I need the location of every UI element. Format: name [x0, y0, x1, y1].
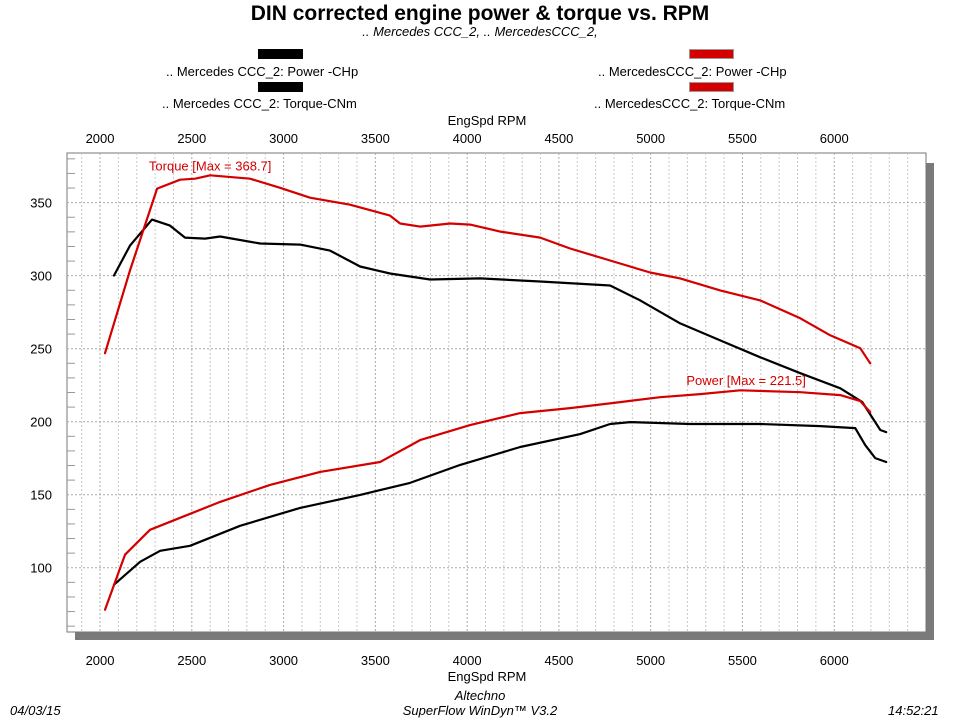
footer-time: 14:52:21 [888, 703, 939, 718]
legend-swatch-black-torque [258, 82, 303, 92]
y-tick-label: 350 [30, 196, 52, 211]
y-tick-label: 250 [30, 342, 52, 357]
y-tick-label: 100 [30, 561, 52, 576]
x-tick-label-bottom: 6000 [820, 653, 849, 668]
y-tick-label: 300 [30, 269, 52, 284]
x-tick-label-top: 4500 [544, 131, 573, 146]
footer-company: Altechno [454, 688, 506, 703]
x-axis-label-top: EngSpd RPM [448, 113, 527, 128]
x-tick-label-bottom: 5000 [636, 653, 665, 668]
x-tick-label-bottom: 4500 [544, 653, 573, 668]
series-line-black-torque [112, 218, 888, 434]
x-tick-label-bottom: 2500 [177, 653, 206, 668]
x-tick-label-top: 2000 [86, 131, 115, 146]
legend-label-black-torque: .. Mercedes CCC_2: Torque-CNm [162, 96, 357, 111]
x-tick-label-top: 2500 [177, 131, 206, 146]
legend-swatch-red-power [689, 49, 734, 59]
chart-title: DIN corrected engine power & torque vs. … [250, 2, 710, 25]
x-tick-label-top: 6000 [820, 131, 849, 146]
chart-subtitle: .. Mercedes CCC_2, .. MercedesCCC_2, [362, 24, 598, 39]
x-tick-label-bottom: 2000 [86, 653, 115, 668]
y-tick-label: 150 [30, 488, 52, 503]
series-line-red-power [103, 389, 872, 611]
x-tick-label-top: 5500 [728, 131, 757, 146]
x-tick-label-bottom: 5500 [728, 653, 757, 668]
x-tick-label-top: 3500 [361, 131, 390, 146]
power-max-annotation: Power [Max = 221.5] [686, 373, 806, 388]
x-tick-label-bottom: 3500 [361, 653, 390, 668]
x-tick-label-top: 5000 [636, 131, 665, 146]
legend-swatch-red-torque [689, 82, 734, 92]
x-tick-label-top: 4000 [453, 131, 482, 146]
torque-max-annotation: Torque [Max = 368.7] [149, 159, 272, 174]
x-tick-label-bottom: 3000 [269, 653, 298, 668]
x-axis-label-bottom: EngSpd RPM [448, 669, 527, 684]
footer-software: SuperFlow WinDyn™ V3.2 [402, 703, 558, 718]
x-tick-label-bottom: 4000 [453, 653, 482, 668]
series-line-black-power [112, 421, 888, 586]
footer-date: 04/03/15 [10, 703, 61, 718]
legend-swatch-black-power [258, 49, 303, 59]
x-tick-label-top: 3000 [269, 131, 298, 146]
legend-label-red-torque: .. MercedesCCC_2: Torque-CNm [594, 96, 786, 111]
legend-label-black-power: .. Mercedes CCC_2: Power -CHp [166, 64, 359, 79]
series-line-red-torque [103, 174, 872, 365]
legend-label-red-power: .. MercedesCCC_2: Power -CHp [598, 64, 787, 79]
y-tick-label: 200 [30, 415, 52, 430]
